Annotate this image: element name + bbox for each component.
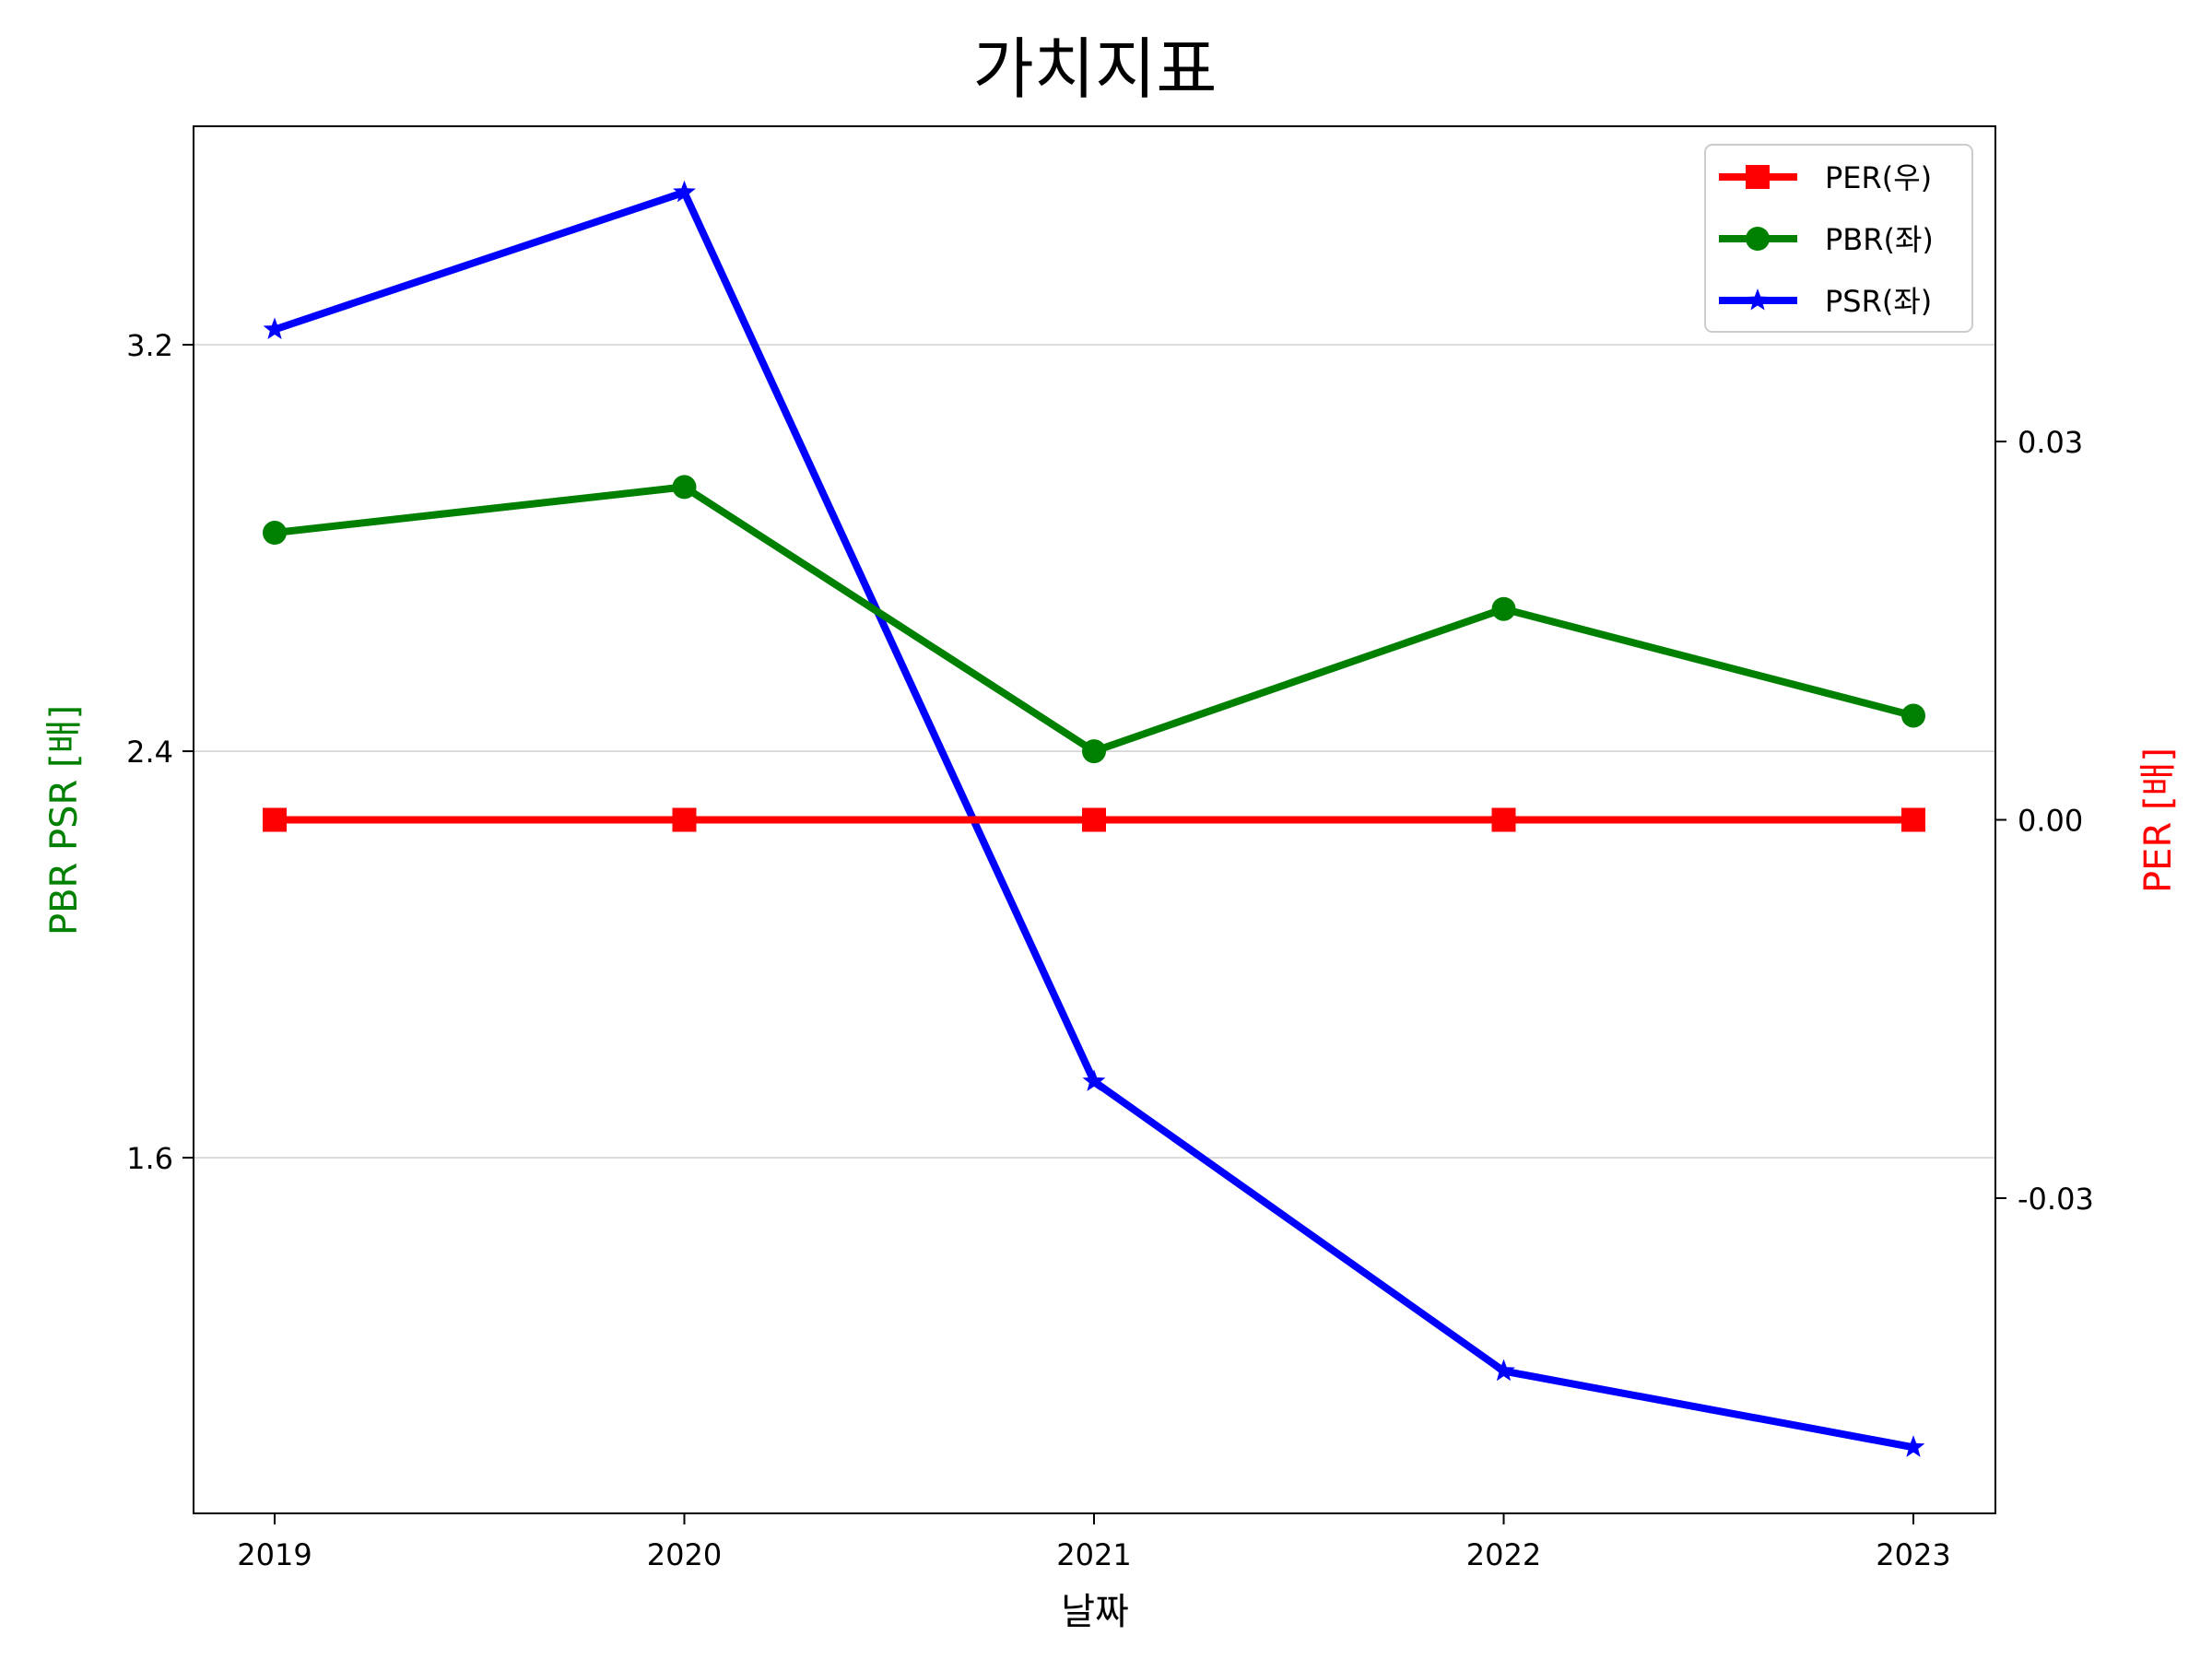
series-1-point-2 [1082, 739, 1106, 764]
legend: PER(우) PBR(좌) PSR(좌) [1704, 144, 1973, 333]
series-0-point-0 [263, 807, 287, 832]
chart-title: 가치지표 [973, 30, 1218, 108]
legend-label-1: PBR(좌) [1825, 222, 1934, 257]
x-tick-label-2: 2021 [1056, 1537, 1131, 1572]
right-y-tick-label-2: 0.03 [2018, 425, 2083, 460]
series-0-point-1 [672, 807, 697, 832]
series-1-point-0 [263, 521, 287, 546]
series-1-point-4 [1901, 703, 1925, 728]
series-1-point-1 [672, 475, 697, 500]
series-0-point-3 [1491, 807, 1516, 832]
left-y-tick-label-1: 2.4 [126, 735, 173, 770]
legend-label-2: PSR(좌) [1825, 284, 1932, 319]
left-y-tick-label-0: 1.6 [126, 1141, 173, 1176]
legend-box [1704, 144, 1973, 333]
series-2-point-4 [1901, 1435, 1925, 1457]
x-axis-label: 날짜 [1061, 1591, 1129, 1633]
legend-marker-1 [1746, 227, 1770, 251]
left-y-axis-label: PBR PSR [배] [43, 705, 86, 935]
series-markers [263, 180, 1925, 1457]
series-2-point-1 [673, 180, 696, 203]
series-2-point-2 [1082, 1069, 1106, 1091]
right-y-tick-label-0: -0.03 [2018, 1182, 2094, 1217]
series-1-point-3 [1491, 596, 1516, 621]
series-0-point-2 [1082, 807, 1106, 832]
series-2-point-0 [263, 317, 287, 339]
left-y-tick-label-2: 3.2 [126, 328, 173, 363]
legend-marker-2 [1746, 288, 1770, 311]
legend-label-0: PER(우) [1825, 160, 1932, 195]
left-y-axis-ticks: 1.6 2.4 3.2 [126, 328, 194, 1176]
right-y-tick-label-1: 0.00 [2018, 804, 2083, 839]
x-tick-label-4: 2023 [1876, 1537, 1950, 1572]
series-0-point-4 [1901, 807, 1925, 832]
x-tick-label-0: 2019 [237, 1537, 312, 1572]
x-tick-label-1: 2020 [647, 1537, 722, 1572]
series-2-point-3 [1492, 1359, 1515, 1382]
right-y-axis-label: PER [배] [2137, 747, 2180, 893]
right-y-axis-ticks: -0.03 0.00 0.03 [1995, 425, 2094, 1217]
x-axis-ticks: 2019 2020 2021 2022 2023 [237, 1513, 1951, 1572]
x-tick-label-3: 2022 [1466, 1537, 1541, 1572]
legend-marker-0 [1746, 165, 1770, 189]
